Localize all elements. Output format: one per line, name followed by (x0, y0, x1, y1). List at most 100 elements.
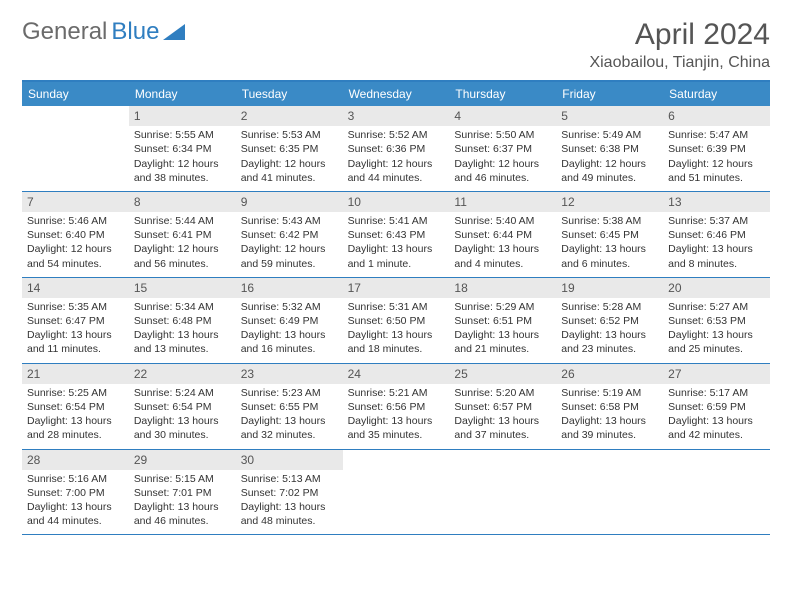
header: GeneralBlue April 2024 Xiaobailou, Tianj… (22, 18, 770, 72)
day-number: 10 (343, 192, 450, 212)
sunrise-text: Sunrise: 5:27 AM (668, 300, 765, 314)
calendar-cell: 29Sunrise: 5:15 AMSunset: 7:01 PMDayligh… (129, 450, 236, 535)
day-number: 4 (449, 106, 556, 126)
day2-text: and 42 minutes. (668, 428, 765, 442)
day2-text: and 59 minutes. (241, 257, 338, 271)
calendar-week: 14Sunrise: 5:35 AMSunset: 6:47 PMDayligh… (22, 278, 770, 364)
sunrise-text: Sunrise: 5:41 AM (348, 214, 445, 228)
sunset-text: Sunset: 7:01 PM (134, 486, 231, 500)
day-number: 15 (129, 278, 236, 298)
sunset-text: Sunset: 6:44 PM (454, 228, 551, 242)
day2-text: and 11 minutes. (27, 342, 124, 356)
sunset-text: Sunset: 6:53 PM (668, 314, 765, 328)
day1-text: Daylight: 13 hours (454, 414, 551, 428)
sunrise-text: Sunrise: 5:49 AM (561, 128, 658, 142)
day2-text: and 46 minutes. (454, 171, 551, 185)
calendar-cell: 23Sunrise: 5:23 AMSunset: 6:55 PMDayligh… (236, 364, 343, 449)
day-number: 18 (449, 278, 556, 298)
day1-text: Daylight: 12 hours (134, 242, 231, 256)
day2-text: and 48 minutes. (241, 514, 338, 528)
sunrise-text: Sunrise: 5:55 AM (134, 128, 231, 142)
calendar-cell: 5Sunrise: 5:49 AMSunset: 6:38 PMDaylight… (556, 106, 663, 191)
day-number (22, 106, 129, 126)
calendar-cell (22, 106, 129, 191)
day-number: 16 (236, 278, 343, 298)
day-header-cell: Sunday (22, 82, 129, 106)
day-number: 1 (129, 106, 236, 126)
day-number: 26 (556, 364, 663, 384)
sunrise-text: Sunrise: 5:31 AM (348, 300, 445, 314)
calendar-cell (663, 450, 770, 535)
day-header-cell: Monday (129, 82, 236, 106)
day-number: 20 (663, 278, 770, 298)
day1-text: Daylight: 13 hours (561, 414, 658, 428)
sunset-text: Sunset: 6:54 PM (27, 400, 124, 414)
day1-text: Daylight: 12 hours (668, 157, 765, 171)
sunrise-text: Sunrise: 5:44 AM (134, 214, 231, 228)
calendar-cell: 20Sunrise: 5:27 AMSunset: 6:53 PMDayligh… (663, 278, 770, 363)
day-header-cell: Saturday (663, 82, 770, 106)
day-number: 13 (663, 192, 770, 212)
day2-text: and 1 minute. (348, 257, 445, 271)
day2-text: and 39 minutes. (561, 428, 658, 442)
calendar-cell: 12Sunrise: 5:38 AMSunset: 6:45 PMDayligh… (556, 192, 663, 277)
day-number: 3 (343, 106, 450, 126)
day1-text: Daylight: 12 hours (454, 157, 551, 171)
day1-text: Daylight: 13 hours (348, 328, 445, 342)
day1-text: Daylight: 13 hours (454, 328, 551, 342)
sunset-text: Sunset: 6:40 PM (27, 228, 124, 242)
sunrise-text: Sunrise: 5:15 AM (134, 472, 231, 486)
day-number: 25 (449, 364, 556, 384)
sunrise-text: Sunrise: 5:13 AM (241, 472, 338, 486)
day-header-row: SundayMondayTuesdayWednesdayThursdayFrid… (22, 82, 770, 106)
sunrise-text: Sunrise: 5:32 AM (241, 300, 338, 314)
day2-text: and 8 minutes. (668, 257, 765, 271)
day2-text: and 41 minutes. (241, 171, 338, 185)
sunset-text: Sunset: 6:42 PM (241, 228, 338, 242)
day-number: 17 (343, 278, 450, 298)
calendar-cell: 17Sunrise: 5:31 AMSunset: 6:50 PMDayligh… (343, 278, 450, 363)
day1-text: Daylight: 13 hours (241, 414, 338, 428)
sunrise-text: Sunrise: 5:20 AM (454, 386, 551, 400)
sunrise-text: Sunrise: 5:29 AM (454, 300, 551, 314)
sunset-text: Sunset: 6:43 PM (348, 228, 445, 242)
calendar-cell: 28Sunrise: 5:16 AMSunset: 7:00 PMDayligh… (22, 450, 129, 535)
sunrise-text: Sunrise: 5:24 AM (134, 386, 231, 400)
day-header-cell: Friday (556, 82, 663, 106)
day-number: 23 (236, 364, 343, 384)
day-number (663, 450, 770, 470)
day1-text: Daylight: 13 hours (454, 242, 551, 256)
day2-text: and 21 minutes. (454, 342, 551, 356)
sunset-text: Sunset: 6:35 PM (241, 142, 338, 156)
day1-text: Daylight: 12 hours (348, 157, 445, 171)
sunrise-text: Sunrise: 5:16 AM (27, 472, 124, 486)
day2-text: and 46 minutes. (134, 514, 231, 528)
sunrise-text: Sunrise: 5:50 AM (454, 128, 551, 142)
calendar-cell: 18Sunrise: 5:29 AMSunset: 6:51 PMDayligh… (449, 278, 556, 363)
day2-text: and 38 minutes. (134, 171, 231, 185)
sunset-text: Sunset: 6:55 PM (241, 400, 338, 414)
sunrise-text: Sunrise: 5:37 AM (668, 214, 765, 228)
sunset-text: Sunset: 6:36 PM (348, 142, 445, 156)
day-number: 28 (22, 450, 129, 470)
calendar-cell: 19Sunrise: 5:28 AMSunset: 6:52 PMDayligh… (556, 278, 663, 363)
calendar-week: 21Sunrise: 5:25 AMSunset: 6:54 PMDayligh… (22, 364, 770, 450)
calendar-week: 28Sunrise: 5:16 AMSunset: 7:00 PMDayligh… (22, 450, 770, 536)
day-number: 6 (663, 106, 770, 126)
day-number: 5 (556, 106, 663, 126)
day-number: 30 (236, 450, 343, 470)
calendar-cell (556, 450, 663, 535)
sunrise-text: Sunrise: 5:28 AM (561, 300, 658, 314)
day-number: 11 (449, 192, 556, 212)
day-number: 9 (236, 192, 343, 212)
calendar-cell: 10Sunrise: 5:41 AMSunset: 6:43 PMDayligh… (343, 192, 450, 277)
day2-text: and 16 minutes. (241, 342, 338, 356)
day1-text: Daylight: 13 hours (241, 500, 338, 514)
day-number: 2 (236, 106, 343, 126)
calendar-cell: 30Sunrise: 5:13 AMSunset: 7:02 PMDayligh… (236, 450, 343, 535)
calendar-cell: 26Sunrise: 5:19 AMSunset: 6:58 PMDayligh… (556, 364, 663, 449)
calendar-week: 1Sunrise: 5:55 AMSunset: 6:34 PMDaylight… (22, 106, 770, 192)
day1-text: Daylight: 13 hours (668, 242, 765, 256)
logo-icon (163, 22, 189, 42)
sunrise-text: Sunrise: 5:17 AM (668, 386, 765, 400)
